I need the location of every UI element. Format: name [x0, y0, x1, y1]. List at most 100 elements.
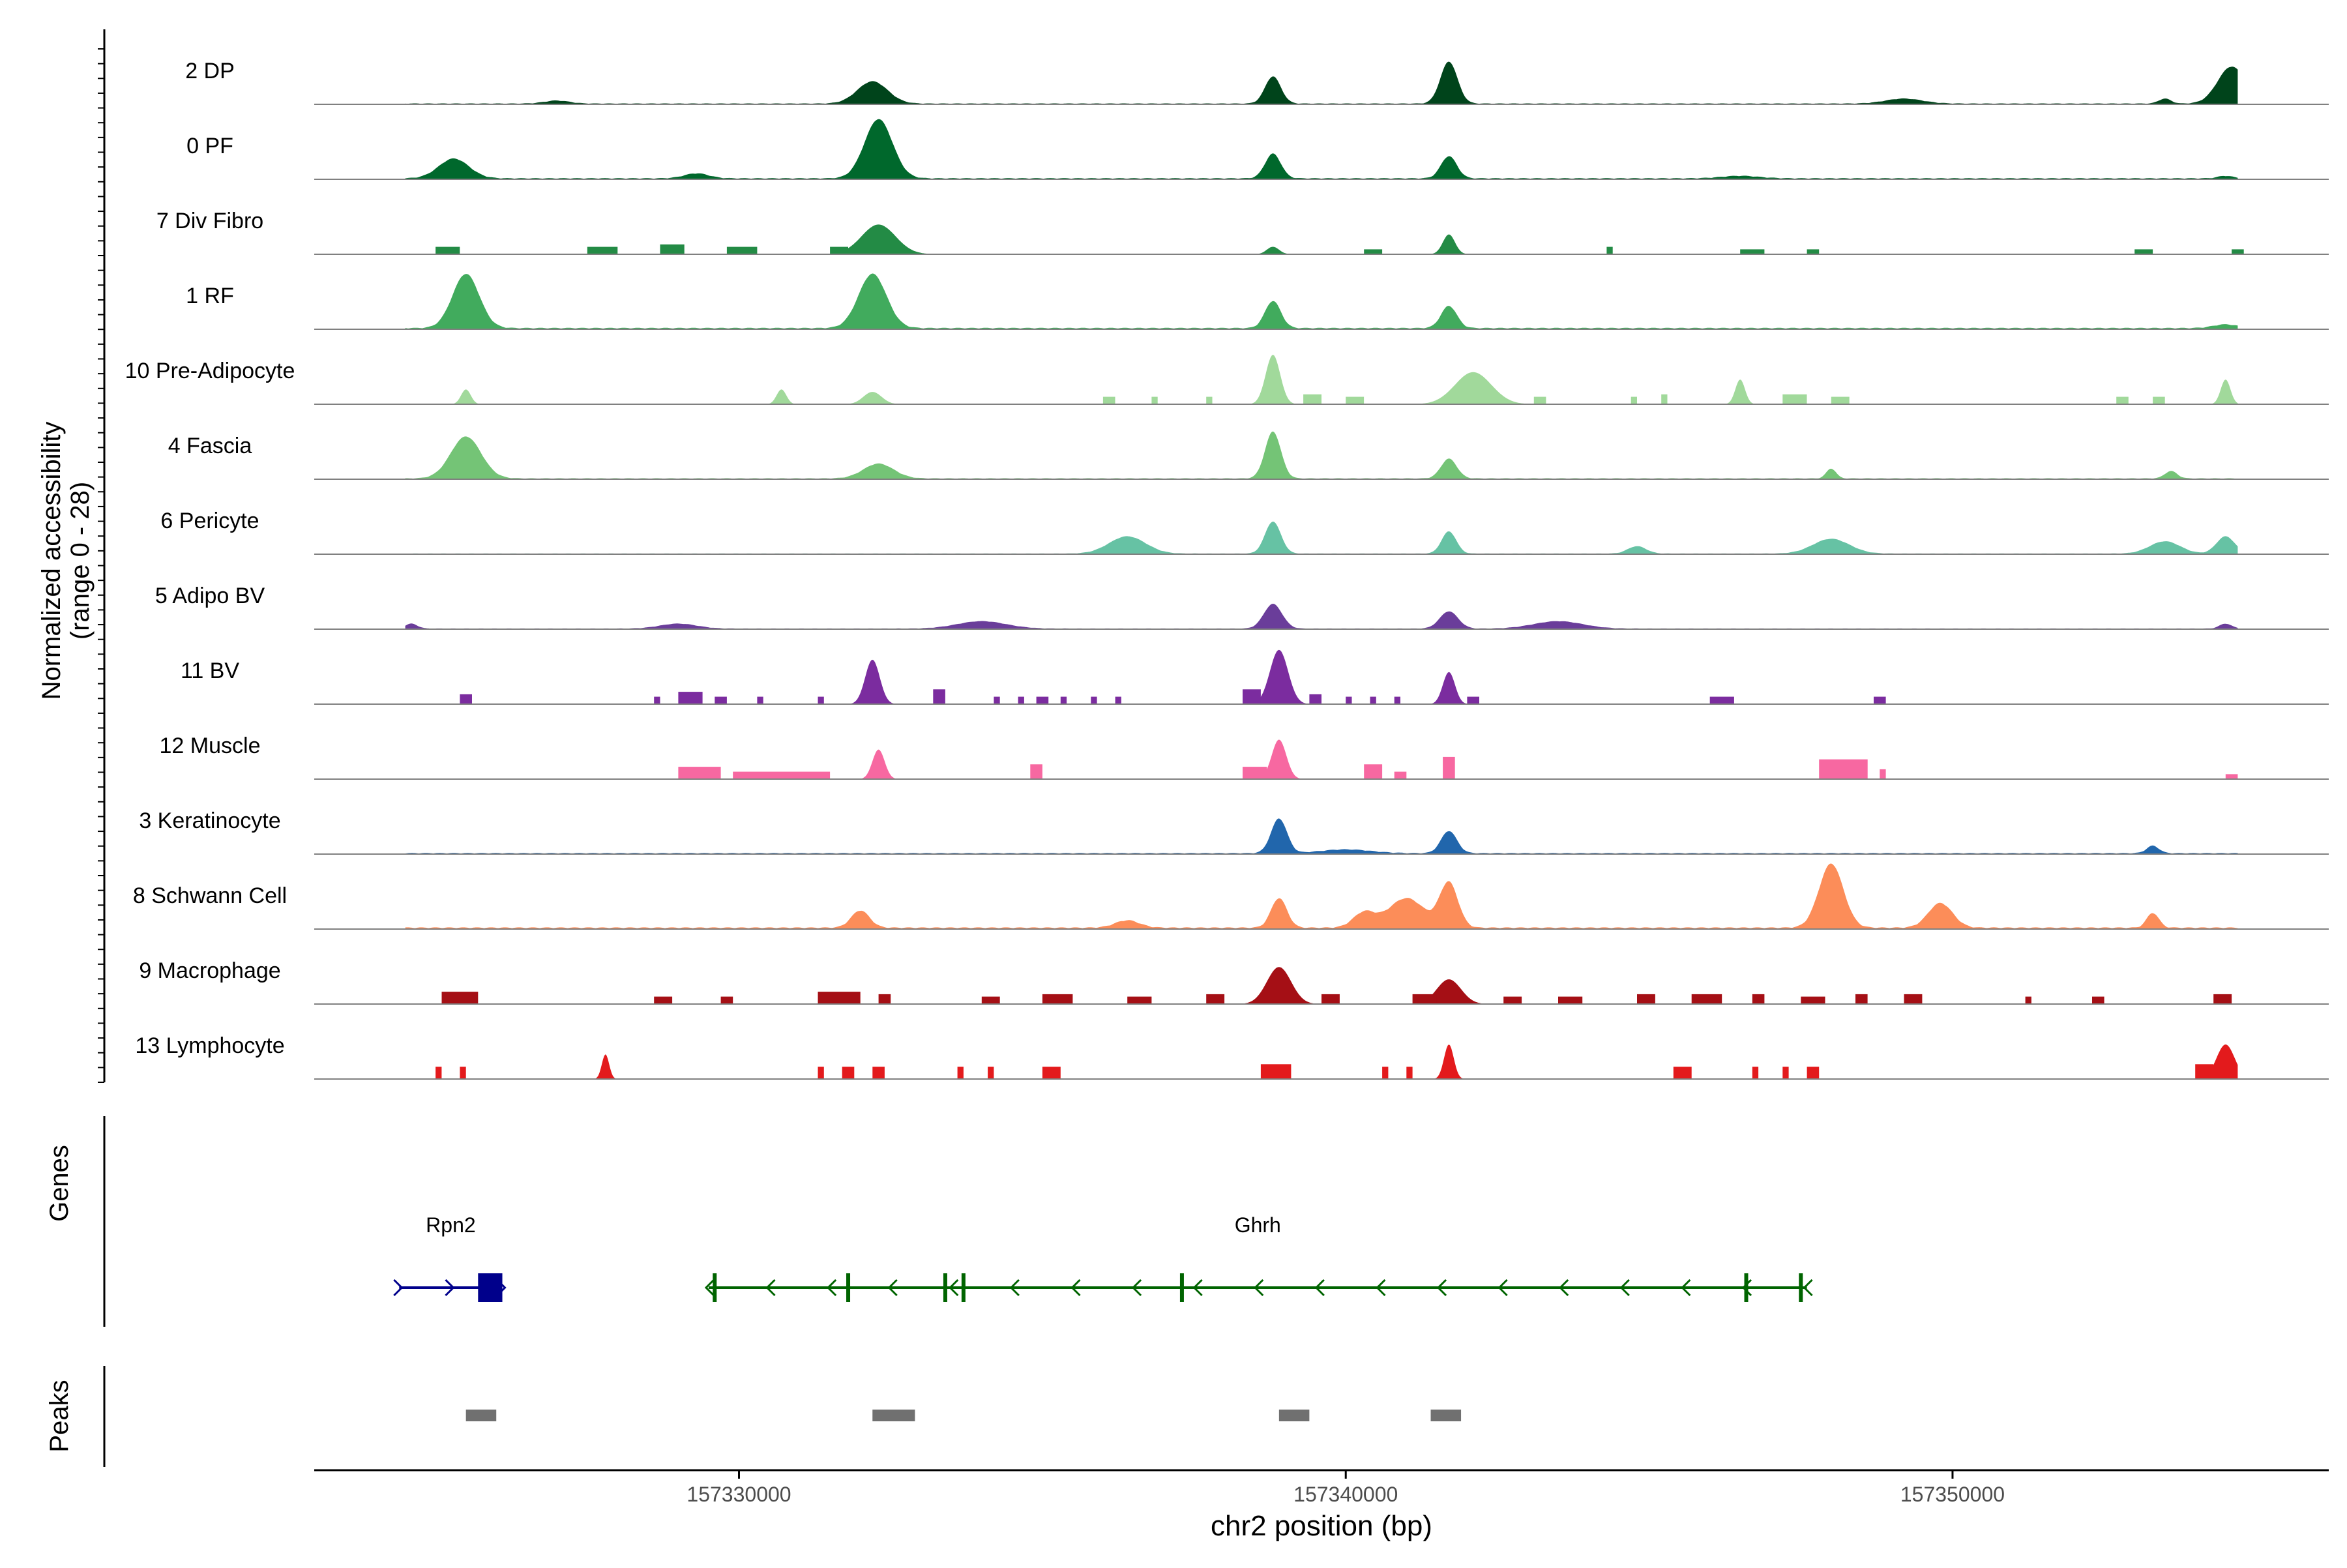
coverage-block [1151, 396, 1158, 404]
track-10-pre-adipocyte: 10 Pre-Adipocyte [125, 355, 2329, 405]
peaks-track: Peaks [45, 1366, 1462, 1467]
strand-chevron [887, 1279, 898, 1297]
strand-chevron [1559, 1279, 1569, 1297]
coverage-block [1036, 696, 1049, 704]
coverage-block [933, 689, 945, 704]
coverage-block [830, 246, 848, 254]
coverage-block [1503, 996, 1522, 1004]
peaks-track-label: Peaks [45, 1380, 74, 1452]
coverage-block [878, 994, 891, 1004]
track-label: 8 Schwann Cell [133, 883, 287, 908]
strand-chevron [1681, 1279, 1691, 1297]
coverage-block [654, 996, 673, 1004]
coverage-block [1661, 394, 1668, 404]
coverage-block [1030, 764, 1042, 779]
exon [846, 1273, 851, 1302]
x-axis: chr2 position (bp) 157330000 157340000 157… [314, 1469, 2329, 1542]
coverage-block [818, 696, 824, 704]
coverage-area [405, 818, 2238, 854]
track-label: 7 Div Fibro [156, 209, 263, 233]
coverage-block [733, 771, 831, 779]
coverage-block [1709, 696, 1734, 704]
coverage-block [460, 1067, 466, 1079]
gene-label: Ghrh [1235, 1213, 1281, 1237]
coverage-area [405, 967, 2238, 1004]
coverage-block [1321, 994, 1340, 1004]
coverage-block [1260, 1064, 1292, 1079]
coverage-block [1406, 1067, 1413, 1079]
coverage-block [1880, 769, 1886, 779]
coverage-block [1807, 1067, 1820, 1079]
x-tick-label: 157350000 [1900, 1483, 2005, 1506]
coverage-block [1740, 249, 1765, 254]
y-axis-title-line1: Normalized accessibility [37, 422, 66, 700]
coverage-block [1807, 249, 1820, 254]
gene-rpn2: Rpn2 [393, 1213, 507, 1302]
coverage-block [2025, 996, 2031, 1004]
x-axis-title: chr2 position (bp) [1211, 1510, 1432, 1542]
coverage-block [460, 694, 472, 704]
coverage-block [1060, 696, 1067, 704]
strand-chevron [1619, 1279, 1630, 1297]
coverage-block [2153, 396, 2165, 404]
strand-chevron [1192, 1279, 1203, 1297]
track-1-rf: 1 RF [186, 273, 2329, 330]
coverage-block [1412, 994, 1437, 1004]
track-label: 1 RF [186, 284, 234, 308]
coverage-area [405, 522, 2238, 554]
coverage-block [1855, 994, 1868, 1004]
strand-chevron [1254, 1279, 1264, 1297]
coverage-block [2225, 774, 2238, 779]
track-12-muscle: 12 Muscle [160, 733, 2329, 780]
coverage-block [842, 1067, 855, 1079]
track-8-schwann-cell: 8 Schwann Cell [133, 863, 2329, 930]
strand-chevron [1070, 1279, 1081, 1297]
coverage-block [1752, 1067, 1759, 1079]
coverage-block [2116, 396, 2129, 404]
coverage-block [654, 696, 660, 704]
track-7-div-fibro: 7 Div Fibro [156, 209, 2329, 255]
track-label: 4 Fascia [168, 434, 252, 458]
coverage-block [988, 1067, 994, 1079]
track-label: 5 Adipo BV [155, 584, 265, 608]
coverage-block [1904, 994, 1923, 1004]
strand-chevron [1741, 1279, 1752, 1297]
track-9-macrophage: 9 Macrophage [139, 958, 2329, 1005]
coverage-block [757, 696, 763, 704]
exon [961, 1273, 966, 1302]
coverage-area [405, 273, 2238, 329]
coverage-block [1382, 1067, 1389, 1079]
track-6-pericyte: 6 Pericyte [160, 509, 2329, 555]
coverage-block [1819, 759, 1868, 779]
exon [1744, 1273, 1749, 1302]
strand-chevron [1009, 1279, 1020, 1297]
track-2-dp: 2 DP [185, 59, 2329, 105]
exon [478, 1273, 503, 1302]
coverage-block [1631, 396, 1637, 404]
track-label: 13 Lymphocyte [135, 1033, 284, 1058]
strand-chevron [1803, 1279, 1813, 1297]
coverage-block [1102, 396, 1115, 404]
exon [1179, 1273, 1184, 1302]
coverage-block [1115, 696, 1121, 704]
coverage-block [1127, 996, 1152, 1004]
coverage-block [2092, 996, 2104, 1004]
track-3-keratinocyte: 3 Keratinocyte [139, 808, 2329, 855]
coverage-block [1467, 696, 1479, 704]
track-11-bv: 11 BV [181, 649, 2329, 705]
coverage-block [872, 1067, 885, 1079]
coverage-block [1346, 396, 1365, 404]
track-area: 2 DP 0 PF 7 Div Fibro 1 RF 10 Pre-Adipocyte 4… [125, 59, 2329, 1080]
coverage-block [1606, 246, 1613, 254]
coverage-block [1243, 767, 1267, 779]
coverage-block [1637, 994, 1655, 1004]
coverage-block [1558, 996, 1583, 1004]
track-label: 6 Pericyte [160, 509, 259, 533]
y-axis [98, 29, 106, 1083]
coverage-block [678, 767, 721, 779]
coverage-block [1042, 1067, 1061, 1079]
coverage-block [2134, 249, 2153, 254]
coverage-block [1673, 1067, 1692, 1079]
strand-chevron [827, 1279, 837, 1297]
